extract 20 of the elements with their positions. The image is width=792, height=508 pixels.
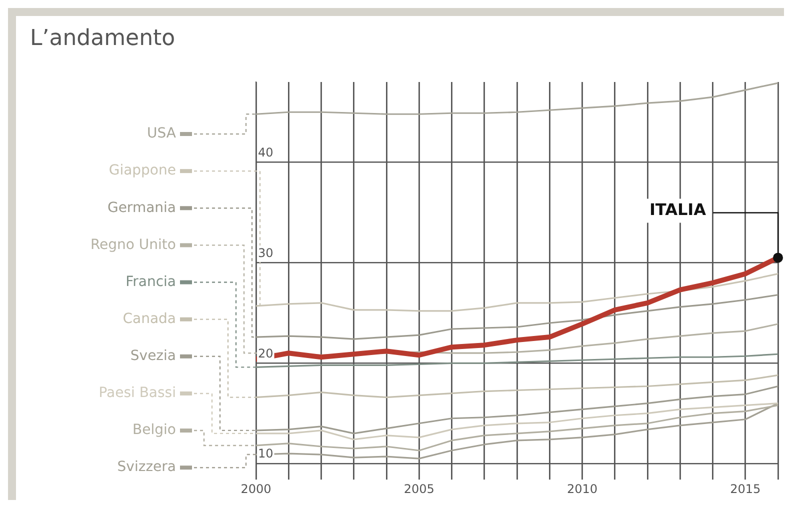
legend-label: Svezia bbox=[130, 348, 176, 364]
legend-label: Svizzera bbox=[117, 459, 176, 476]
legend-label: Giappone bbox=[108, 162, 176, 179]
legend-label: Germania bbox=[107, 200, 176, 216]
annotation: ITALIA bbox=[649, 200, 707, 219]
y-tick-label: 30 bbox=[258, 246, 274, 260]
x-tick-label: 2010 bbox=[566, 482, 598, 496]
legend-label: USA bbox=[147, 126, 176, 142]
x-tick-label: 2015 bbox=[730, 482, 761, 496]
chart-title: L’andamento bbox=[30, 26, 176, 51]
x-tick-label: 2005 bbox=[404, 482, 434, 496]
x-tick-label: 2000 bbox=[240, 482, 272, 496]
legend-label: Canada bbox=[122, 310, 176, 327]
y-tick-label: 20 bbox=[258, 346, 274, 360]
y-tick-label: 40 bbox=[258, 145, 274, 160]
y-tick-label: 10 bbox=[258, 446, 274, 461]
legend-label: Belgio bbox=[132, 422, 176, 438]
legend-label: Paesi Bassi bbox=[98, 385, 176, 402]
legend-label: Francia bbox=[126, 274, 176, 290]
legend-label: Regno Unito bbox=[90, 236, 176, 253]
